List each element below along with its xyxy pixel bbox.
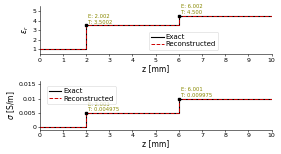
Exact: [270, 98, 273, 100]
Exact: [270, 15, 273, 17]
Reconstructed: [84, 24, 88, 26]
X-axis label: z [mm]: z [mm]: [142, 64, 169, 73]
Exact: [84, 126, 88, 128]
Exact: [177, 24, 180, 26]
Reconstructed: [270, 15, 273, 17]
Text: E: 6.001
T: 0.009975: E: 6.001 T: 0.009975: [181, 87, 212, 98]
Exact: [38, 126, 41, 128]
Reconstructed: [177, 112, 180, 114]
Reconstructed: [84, 112, 88, 114]
Reconstructed: [84, 126, 88, 128]
X-axis label: z [mm]: z [mm]: [142, 139, 169, 148]
Y-axis label: $\sigma$ [S/m]: $\sigma$ [S/m]: [6, 91, 17, 120]
Reconstructed: [270, 98, 273, 100]
Exact: [177, 112, 180, 114]
Exact: [84, 24, 88, 26]
Reconstructed: [177, 15, 180, 17]
Reconstructed: [177, 24, 180, 26]
Line: Exact: Exact: [40, 16, 271, 49]
Line: Exact: Exact: [40, 99, 271, 127]
Legend: Exact, Reconstructed: Exact, Reconstructed: [149, 32, 218, 50]
Exact: [177, 98, 180, 100]
Text: E: 2.002
T: 3.5002: E: 2.002 T: 3.5002: [88, 14, 113, 25]
Reconstructed: [177, 98, 180, 100]
Line: Reconstructed: Reconstructed: [40, 16, 271, 49]
Reconstructed: [38, 49, 41, 50]
Exact: [84, 112, 88, 114]
Legend: Exact, Reconstructed: Exact, Reconstructed: [47, 86, 116, 104]
Text: E: 2.003
T: 0.004975: E: 2.003 T: 0.004975: [88, 102, 120, 112]
Text: E: 6.002
T: 4.500: E: 6.002 T: 4.500: [181, 4, 203, 15]
Exact: [177, 15, 180, 17]
Exact: [84, 49, 88, 50]
Line: Reconstructed: Reconstructed: [40, 99, 271, 127]
Y-axis label: $\varepsilon_r$: $\varepsilon_r$: [20, 26, 31, 34]
Reconstructed: [84, 49, 88, 50]
Reconstructed: [38, 126, 41, 128]
Exact: [38, 49, 41, 50]
